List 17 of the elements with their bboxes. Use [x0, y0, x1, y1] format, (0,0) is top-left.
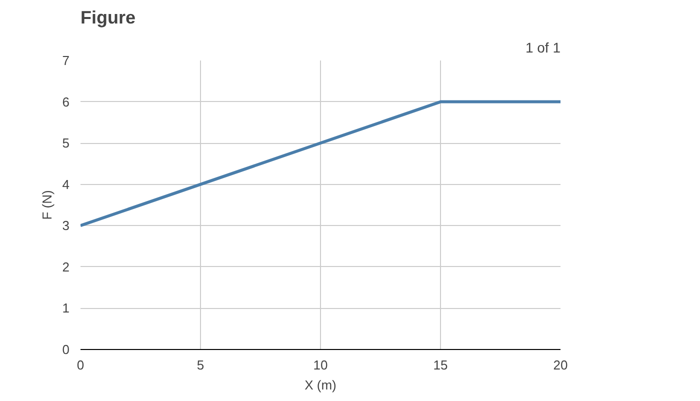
x-axis-title: X (m) [304, 378, 336, 392]
x-tick-label: 5 [196, 358, 204, 372]
y-tick-label: 4 [62, 176, 70, 192]
y-tick-label: 1 [62, 300, 70, 316]
y-tick-label: 5 [62, 136, 70, 151]
x-tick-label: 15 [433, 358, 448, 372]
y-tick-label: 7 [62, 53, 70, 68]
x-tick-label: 10 [313, 358, 328, 372]
x-tick-label: 0 [76, 358, 84, 372]
y-tick-label: 2 [62, 259, 70, 274]
y-tick-label: 6 [62, 94, 70, 110]
text: 1 of 1 [525, 40, 561, 56]
y-tick-label: 3 [62, 218, 70, 234]
y-axis-title: F (N) [39, 190, 54, 220]
x-tick-label: 20 [553, 358, 568, 372]
chart-title: Figure [80, 8, 136, 28]
y-tick-label: 0 [62, 342, 70, 357]
